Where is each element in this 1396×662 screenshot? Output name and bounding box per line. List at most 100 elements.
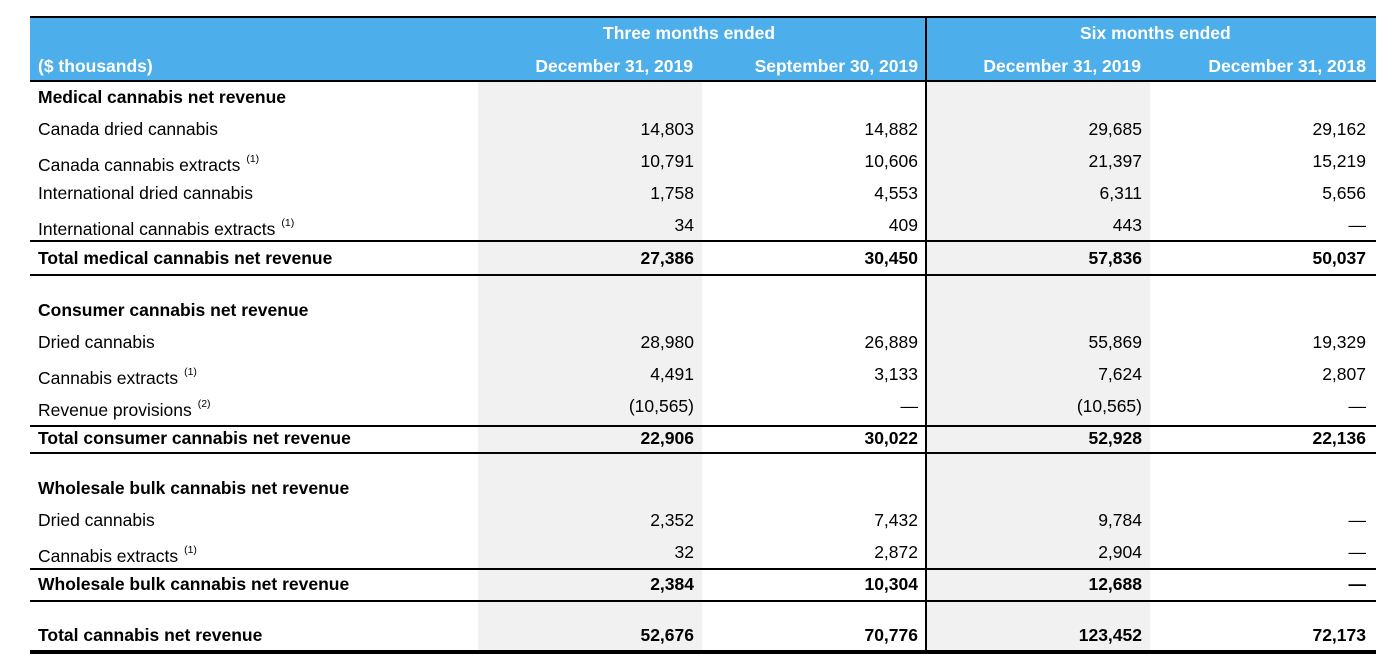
row-label: Wholesale bulk cannabis net revenue — [38, 574, 350, 594]
column-divider — [925, 16, 927, 654]
table-row: Canada dried cannabis 14,803 14,882 29,685 2… — [30, 114, 1376, 144]
row-label: International cannabis extracts (1) — [38, 217, 295, 239]
table-row: Cannabis extracts (1) 4,491 3,133 7,624 2,807 — [30, 359, 1376, 389]
rule-bottom — [30, 650, 1376, 654]
rule-5 — [30, 568, 1376, 570]
value-cell-col-2: 26,889 — [864, 332, 918, 352]
value-cell-col-4: — — [1348, 542, 1367, 562]
row-label: Cannabis extracts (1) — [38, 366, 197, 388]
value-cell-col-1: 14,803 — [640, 119, 694, 139]
value-cell-col-2: 4,553 — [874, 183, 918, 203]
value-cell-col-3: 7,624 — [1098, 364, 1142, 384]
value-cell-col-1: 4,491 — [650, 364, 694, 384]
value-cell-col-1: 34 — [674, 215, 694, 235]
value-cell-col-2: 30,450 — [864, 248, 918, 268]
row-label: Dried cannabis — [38, 332, 155, 352]
table-row: Dried cannabis 2,352 7,432 9,784 — — [30, 505, 1376, 535]
value-cell-col-2: — — [900, 396, 919, 416]
row-label: Total medical cannabis net revenue — [38, 248, 333, 268]
header-col-2: September 30, 2019 — [754, 56, 918, 76]
row-label: Wholesale bulk cannabis net revenue — [38, 478, 350, 498]
total-row: Wholesale bulk cannabis net revenue 2,384… — [30, 569, 1376, 599]
value-cell-col-1: 32 — [674, 542, 694, 562]
value-cell-col-1: 28,980 — [640, 332, 694, 352]
table-header: Three months ended Six months ended ($ t… — [30, 16, 1376, 80]
value-cell-col-1: (10,565) — [628, 396, 694, 416]
value-cell-col-2: 70,776 — [864, 625, 918, 645]
value-cell-col-4: 2,807 — [1322, 364, 1366, 384]
section-header-row: Wholesale bulk cannabis net revenue — [30, 473, 1376, 503]
value-cell-col-4: 50,037 — [1312, 248, 1366, 268]
header-six-months: Six months ended — [1080, 23, 1231, 43]
value-cell-col-3: (10,565) — [1076, 396, 1142, 416]
row-label: Canada cannabis extracts (1) — [38, 153, 260, 175]
header-col-3: December 31, 2019 — [983, 56, 1141, 76]
row-label: Cannabis extracts (1) — [38, 544, 197, 566]
value-cell-col-2: 30,022 — [864, 428, 918, 448]
value-cell-col-3: 52,928 — [1088, 428, 1142, 448]
rule-1 — [30, 240, 1376, 242]
value-cell-col-2: 2,872 — [874, 542, 918, 562]
footnote-ref: (1) — [184, 366, 197, 378]
shade-col-1 — [478, 80, 702, 654]
value-cell-col-4: 29,162 — [1312, 119, 1366, 139]
value-cell-col-4: 5,656 — [1322, 183, 1366, 203]
value-cell-col-3: 12,688 — [1088, 574, 1142, 594]
value-cell-col-1: 2,384 — [650, 574, 694, 594]
value-cell-col-2: 409 — [888, 215, 918, 235]
row-label: Consumer cannabis net revenue — [38, 300, 309, 320]
value-cell-col-1: 27,386 — [640, 248, 694, 268]
header-col-4: December 31, 2018 — [1208, 56, 1366, 76]
rule-2 — [30, 274, 1376, 276]
footnote-ref: (1) — [281, 217, 295, 229]
value-cell-col-3: 6,311 — [1099, 183, 1143, 203]
row-label: Canada dried cannabis — [38, 119, 218, 139]
value-cell-col-1: 22,906 — [640, 428, 694, 448]
value-cell-col-4: — — [1348, 215, 1367, 235]
value-cell-col-4: — — [1348, 574, 1367, 594]
value-cell-col-2: 3,133 — [874, 364, 918, 384]
table-row: Dried cannabis 28,980 26,889 55,869 19,329 — [30, 327, 1376, 357]
table-row: Cannabis extracts (1) 32 2,872 2,904 — — [30, 537, 1376, 567]
table-row: Revenue provisions (2) (10,565) — (10,565) — — [30, 391, 1376, 421]
rule-6 — [30, 600, 1376, 602]
table-row: International dried cannabis 1,758 4,553 6,… — [30, 178, 1376, 208]
header-col-1: December 31, 2019 — [535, 56, 693, 76]
table-row: International cannabis extracts (1) 34 409 4… — [30, 210, 1376, 240]
value-cell-col-2: 7,432 — [874, 510, 918, 530]
value-cell-col-2: 10,304 — [864, 574, 918, 594]
value-cell-col-3: 57,836 — [1088, 248, 1142, 268]
total-row: Total cannabis net revenue 52,676 70,776 12… — [30, 620, 1376, 650]
table-row: Canada cannabis extracts (1) 10,791 10,606 2… — [30, 146, 1376, 176]
total-row: Total consumer cannabis net revenue 22,90… — [30, 423, 1376, 453]
header-three-months: Three months ended — [603, 23, 776, 43]
rule-3 — [30, 425, 1376, 427]
footnote-ref: (1) — [246, 153, 260, 165]
value-cell-col-2: 10,606 — [864, 151, 918, 171]
section-header-row: Medical cannabis net revenue — [30, 82, 1376, 112]
value-cell-col-4: 15,219 — [1312, 151, 1366, 171]
row-label: Total cannabis net revenue — [38, 625, 263, 645]
value-cell-col-1: 52,676 — [640, 625, 694, 645]
value-cell-col-4: — — [1348, 396, 1367, 416]
value-cell-col-3: 21,397 — [1088, 151, 1142, 171]
value-cell-col-4: — — [1348, 510, 1367, 530]
shade-col-3 — [926, 80, 1150, 654]
row-label: International dried cannabis — [38, 183, 254, 203]
value-cell-col-4: 19,329 — [1312, 332, 1366, 352]
header-units: ($ thousands) — [38, 56, 153, 76]
value-cell-col-4: 22,136 — [1312, 428, 1366, 448]
row-label: Medical cannabis net revenue — [38, 87, 287, 107]
footnote-ref: (2) — [197, 398, 211, 410]
value-cell-col-3: 9,784 — [1098, 510, 1142, 530]
value-cell-col-1: 2,352 — [650, 510, 694, 530]
row-label: Dried cannabis — [38, 510, 155, 530]
row-label: Revenue provisions (2) — [38, 398, 211, 420]
value-cell-col-3: 29,685 — [1088, 119, 1142, 139]
footnote-ref: (1) — [184, 544, 197, 556]
value-cell-col-2: 14,882 — [864, 119, 918, 139]
value-cell-col-1: 1,758 — [650, 183, 694, 203]
total-row: Total medical cannabis net revenue 27,386… — [30, 243, 1376, 273]
rule-4 — [30, 452, 1376, 454]
value-cell-col-3: 2,904 — [1098, 542, 1142, 562]
